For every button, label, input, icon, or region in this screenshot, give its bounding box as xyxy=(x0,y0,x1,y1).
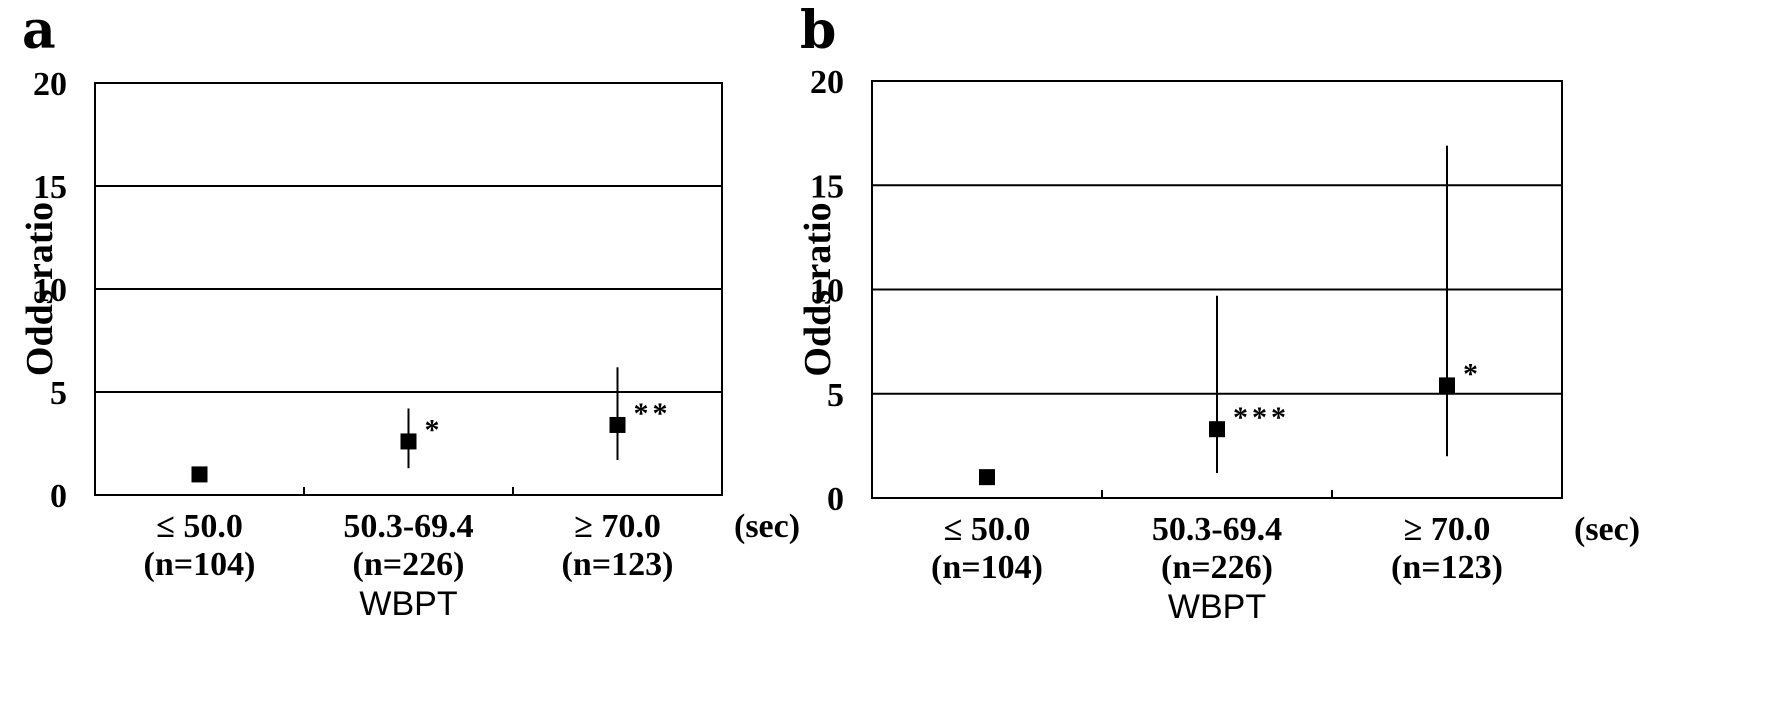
significance-marker: * xyxy=(1463,357,1482,390)
x-unit-label: (sec) xyxy=(734,508,800,545)
y-tick-label: 5 xyxy=(827,377,844,414)
odds-ratio-point xyxy=(191,466,208,483)
x-category-label: ≥ 70.0 xyxy=(1404,511,1491,548)
y-tick-label: 15 xyxy=(33,169,67,206)
odds-ratio-point xyxy=(609,416,626,433)
y-tick-label: 0 xyxy=(50,478,67,515)
x-category-n-label: (n=104) xyxy=(144,546,256,583)
significance-marker: ** xyxy=(634,397,672,430)
x-category-n-label: (n=226) xyxy=(353,546,465,583)
panel-letter: b xyxy=(800,0,836,61)
chart-panel-b: b 0 5 10 15 20 Odds ratio ≤ 50.0(n=104) 50.3-69.… xyxy=(797,0,1640,626)
y-tick-label: 5 xyxy=(50,375,67,412)
odds-ratio-point xyxy=(1439,377,1455,394)
y-tick-label: 20 xyxy=(33,66,67,103)
x-category-label: ≤ 50.0 xyxy=(156,508,243,545)
panel-letter: a xyxy=(22,0,56,61)
x-unit-label: (sec) xyxy=(1574,511,1640,548)
x-category-n-label: (n=104) xyxy=(931,549,1043,586)
x-category-label: 50.3-69.4 xyxy=(1152,511,1282,548)
x-category-n-label: (n=123) xyxy=(562,546,674,583)
y-tick-label: 10 xyxy=(33,272,67,309)
odds-ratio-point xyxy=(1209,421,1225,438)
y-tick-label: 10 xyxy=(810,273,844,310)
x-axis-label: WBPT xyxy=(1168,588,1266,626)
x-category-label: 50.3-69.4 xyxy=(343,508,473,545)
y-tick-label: 0 xyxy=(827,481,844,518)
plot-frame xyxy=(871,80,1563,499)
chart-panel-a: a 0 5 10 15 20 Odds ratio ≤ 50.0(n=104) 50.3-69.… xyxy=(19,0,800,623)
odds-ratio-point xyxy=(979,469,995,486)
x-category-n-label: (n=226) xyxy=(1161,549,1273,586)
y-tick-label: 20 xyxy=(810,64,844,101)
x-category-n-label: (n=123) xyxy=(1391,549,1503,586)
x-category-label: ≥ 70.0 xyxy=(574,508,661,545)
x-axis-label: WBPT xyxy=(359,585,457,623)
x-category-label: ≤ 50.0 xyxy=(944,511,1031,548)
y-axis-label: Odds ratio xyxy=(797,202,839,376)
significance-marker: * xyxy=(425,413,444,446)
plot-frame xyxy=(94,82,723,496)
significance-marker: *** xyxy=(1233,401,1290,434)
y-axis-label: Odds ratio xyxy=(19,202,61,376)
y-tick-label: 15 xyxy=(810,168,844,205)
odds-ratio-point xyxy=(400,433,417,450)
